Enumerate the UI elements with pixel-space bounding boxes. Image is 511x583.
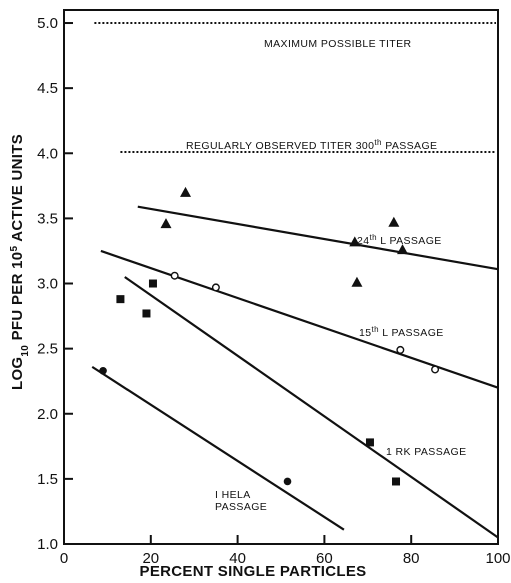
1-hela-passage-point	[99, 366, 107, 375]
24th-l-passage-point	[160, 218, 172, 229]
15th-l-passage-point	[211, 283, 220, 292]
max-titer-label: MAXIMUM POSSIBLE TITER	[264, 38, 411, 50]
y-tick-label: 3.5	[37, 210, 58, 227]
24th-l-passage-point	[349, 236, 361, 247]
1-rk-passage-point	[142, 309, 151, 318]
x-tick-label: 60	[316, 550, 333, 567]
1-rk-passage-point	[148, 279, 157, 288]
x-tick-label: 40	[229, 550, 246, 567]
y-tick-label: 5.0	[37, 15, 58, 32]
24th-l-passage-point	[180, 186, 192, 197]
y-axis-title: LOG10 PFU PER 105 ACTIVE UNITS	[9, 134, 31, 390]
15th-l-passage-point	[396, 345, 405, 354]
24th-l-passage-point	[388, 216, 400, 227]
1-rk-passage-point	[365, 438, 374, 447]
x-tick-label: 20	[142, 550, 159, 567]
1-rk-passage-point	[116, 295, 125, 304]
1-hela-passage-fit-line	[91, 365, 345, 531]
24th-l-passage-point	[351, 276, 363, 287]
y-tick-label: 4.0	[37, 145, 58, 162]
1-hela-passage-point	[283, 477, 292, 486]
15th-l-passage-label: 15th L PASSAGE	[359, 325, 444, 340]
15th-l-passage-point	[170, 271, 179, 280]
24th-l-passage-point	[397, 244, 409, 255]
15th-l-passage-fit-line	[100, 249, 499, 389]
y-tick-label: 2.5	[37, 341, 58, 358]
1-hela-passage-label: I HELA PASSAGE	[215, 489, 267, 513]
y-tick-label: 3.0	[37, 276, 58, 293]
y-tick-label: 4.5	[37, 80, 58, 97]
x-tick-label: 80	[403, 550, 420, 567]
1-rk-passage-fit-line	[124, 276, 499, 539]
15th-l-passage-point	[431, 365, 440, 374]
y-tick-label: 2.0	[37, 406, 58, 423]
1-rk-passage-point	[392, 477, 401, 486]
y-tick-label: 1.5	[37, 471, 58, 488]
x-tick-label: 100	[485, 550, 510, 567]
24th-l-passage-fit-line	[137, 205, 499, 271]
y-tick-label: 1.0	[37, 536, 58, 553]
x-tick-label: 0	[60, 550, 68, 567]
x-axis-title: PERCENT SINGLE PARTICLES	[140, 563, 367, 580]
24th-l-passage-label: 24th L PASSAGE	[357, 233, 442, 248]
1-rk-passage-label: 1 RK PASSAGE	[386, 446, 466, 458]
observed-titer-label: REGULARLY OBSERVED TITER 300th PASSAGE	[186, 138, 437, 153]
plot-frame	[63, 9, 499, 545]
